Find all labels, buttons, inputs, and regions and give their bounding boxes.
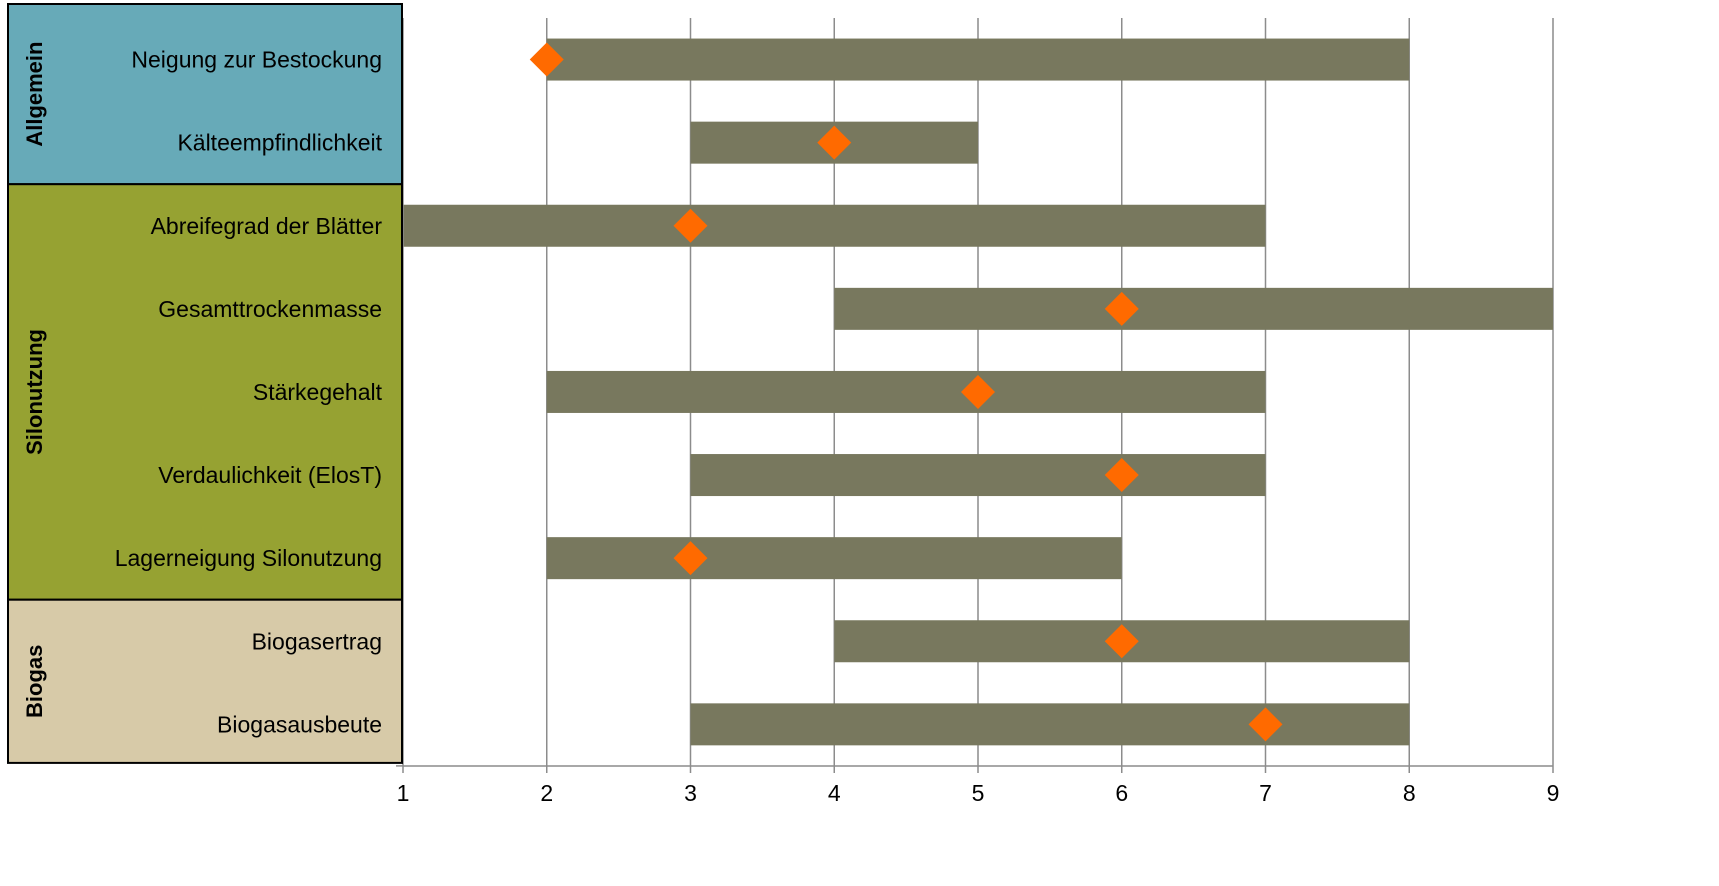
x-tick-labels: 1 2 3 4 5 6 7 8 9 [397,780,1560,806]
range-bar [546,38,1410,81]
value-marker [529,42,564,77]
x-tick-label: 6 [1115,780,1128,806]
x-tick-label: 2 [540,780,553,806]
x-tick-label: 3 [684,780,697,806]
group-panel [7,3,403,186]
x-tick-label: 8 [1403,780,1416,806]
group-panel [7,598,403,764]
x-tick-label: 5 [972,780,985,806]
value-marker [1104,624,1139,659]
group-panel [7,183,403,601]
group-panels: Allgemein Silonutzung Biogas [7,3,403,764]
x-tick-label: 9 [1547,780,1560,806]
group-label: Silonutzung [22,329,47,455]
x-tick-label: 7 [1259,780,1272,806]
value-marker [673,208,708,243]
value-markers [529,42,1283,742]
category-label: Neigung zur Bestockung [131,47,382,73]
category-labels: Neigung zur Bestockung Kälteempfindlichke… [115,47,383,738]
category-label: Abreifegrad der Blätter [151,213,383,239]
range-bar [690,454,1266,497]
value-marker [817,125,852,160]
value-marker [673,541,708,576]
range-bar [690,703,1410,746]
x-tick-label: 1 [397,780,410,806]
category-label: Kälteempfindlichkeit [177,130,382,156]
category-label: Verdaulichkeit (ElosT) [158,462,382,488]
category-label: Gesamttrockenmasse [158,296,382,322]
range-bar [546,370,1266,413]
range-bar [834,287,1553,330]
group-label: Biogas [22,645,47,718]
value-marker [1104,291,1139,326]
value-marker [1104,458,1139,493]
range-bar [403,204,1266,247]
category-label: Stärkegehalt [253,379,383,405]
category-label: Biogasertrag [252,628,382,654]
category-label: Biogasausbeute [217,711,382,737]
range-bar [546,537,1122,580]
x-tick-label: 4 [828,780,841,806]
value-marker [1248,707,1283,742]
category-label: Lagerneigung Silonutzung [115,545,382,571]
group-label: Allgemein [22,42,47,147]
value-marker [961,374,995,409]
